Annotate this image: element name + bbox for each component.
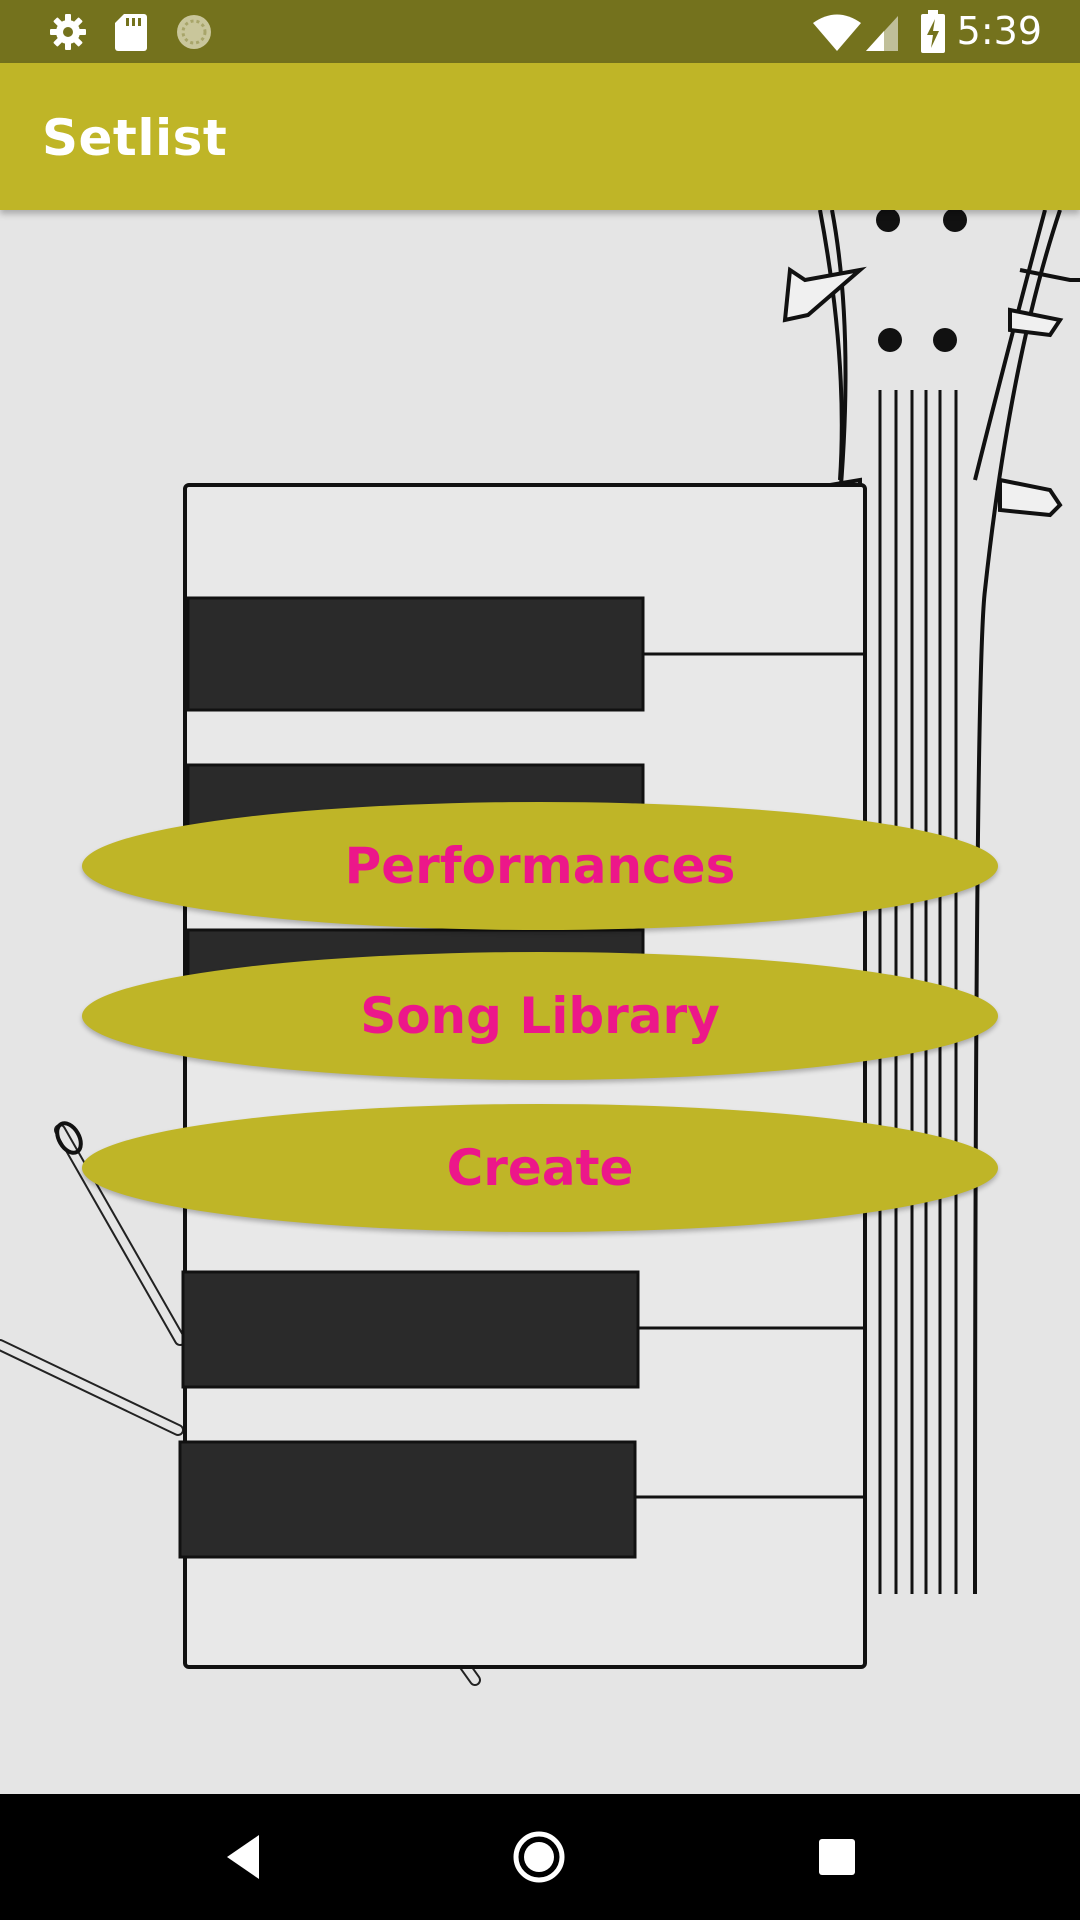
main-content: Performances Song Library Create	[0, 210, 1080, 1794]
app-bar: Setlist	[0, 63, 1080, 210]
gear-icon	[50, 14, 86, 50]
back-icon[interactable]	[213, 1827, 273, 1887]
wifi-icon	[813, 14, 861, 51]
signal-icon	[866, 16, 898, 51]
app-title: Setlist	[42, 109, 228, 167]
battery-charging-icon	[921, 10, 945, 53]
recents-icon[interactable]	[807, 1827, 867, 1887]
status-time: 5:39	[956, 9, 1042, 53]
navigation-bar	[0, 1794, 1080, 1920]
sync-icon	[177, 15, 211, 49]
create-button[interactable]: Create	[82, 1104, 998, 1232]
performances-button[interactable]: Performances	[82, 802, 998, 930]
sd-card-icon	[115, 14, 147, 51]
status-bar: 5:39	[0, 0, 1080, 63]
home-icon[interactable]	[509, 1827, 569, 1887]
song-library-button[interactable]: Song Library	[82, 952, 998, 1080]
